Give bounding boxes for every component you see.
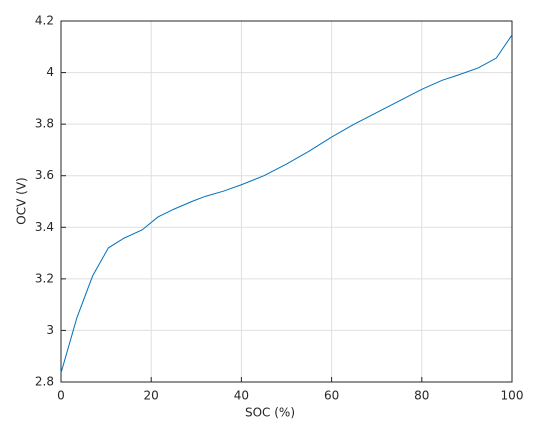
axes-box bbox=[60, 20, 513, 383]
y-tick-label: 3.6 bbox=[35, 168, 54, 182]
x-tick-label: 60 bbox=[324, 389, 339, 403]
x-axis-label: SOC (%) bbox=[245, 406, 295, 420]
data-line bbox=[60, 34, 513, 374]
x-tick-label: 0 bbox=[57, 389, 65, 403]
x-tick-label: 100 bbox=[501, 389, 524, 403]
y-tick-label: 2.8 bbox=[35, 375, 54, 389]
y-tick-label: 4.2 bbox=[35, 14, 54, 28]
plot-area bbox=[61, 21, 512, 382]
x-tick-label: 20 bbox=[144, 389, 159, 403]
y-tick-label: 3.4 bbox=[35, 220, 54, 234]
x-tick-label: 40 bbox=[234, 389, 249, 403]
x-tick-label: 80 bbox=[414, 389, 429, 403]
y-tick-label: 4 bbox=[46, 65, 54, 79]
y-tick-label: 3 bbox=[46, 323, 54, 337]
y-tick-label: 3.2 bbox=[35, 271, 54, 285]
y-axis-label: OCV (V) bbox=[15, 177, 29, 224]
y-tick-label: 3.8 bbox=[35, 117, 54, 131]
